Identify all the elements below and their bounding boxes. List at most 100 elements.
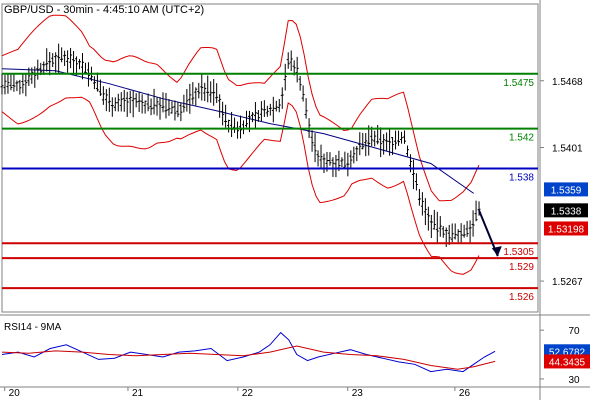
price-bar bbox=[125, 91, 129, 117]
rsi-badge-label: 44.3435 bbox=[549, 357, 586, 368]
price-bar bbox=[227, 119, 231, 133]
upper-band-line bbox=[1, 14, 480, 202]
price-bar bbox=[450, 223, 454, 243]
price-bar bbox=[477, 201, 481, 216]
price-bar bbox=[349, 150, 353, 168]
price-bar bbox=[30, 67, 34, 84]
level-label: 1.538 bbox=[509, 172, 534, 183]
price-bar bbox=[215, 83, 219, 104]
price-bar bbox=[352, 146, 356, 164]
price-bar bbox=[268, 103, 272, 116]
price-badge bbox=[544, 203, 588, 218]
price-bar bbox=[98, 79, 102, 96]
price-bar bbox=[113, 97, 117, 112]
price-bar bbox=[182, 94, 186, 113]
level-label: 1.5305 bbox=[503, 247, 534, 258]
price-bar bbox=[301, 85, 305, 102]
price-bar bbox=[429, 214, 433, 239]
price-bar bbox=[6, 73, 10, 94]
price-bar bbox=[456, 229, 460, 243]
price-bar bbox=[334, 154, 338, 178]
price-bar bbox=[212, 78, 216, 106]
price-badge-label: 1.53198 bbox=[548, 224, 585, 235]
price-bar bbox=[423, 198, 427, 226]
price-bar bbox=[27, 67, 31, 87]
price-badge-label: 1.5338 bbox=[551, 206, 582, 217]
rsi-panel-frame bbox=[2, 318, 538, 385]
level-label: 1.542 bbox=[509, 133, 534, 144]
price-bar bbox=[447, 224, 451, 245]
price-bar bbox=[107, 87, 111, 112]
price-bar bbox=[313, 133, 317, 163]
price-bar bbox=[218, 94, 222, 118]
price-bar bbox=[435, 211, 439, 244]
price-bar bbox=[194, 87, 198, 106]
price-bar bbox=[191, 82, 195, 105]
rsi-line bbox=[1, 331, 496, 373]
price-bar bbox=[328, 152, 332, 166]
price-bar bbox=[54, 52, 58, 73]
price-bar bbox=[158, 97, 162, 120]
price-bar bbox=[322, 153, 326, 174]
price-bar bbox=[95, 72, 99, 92]
price-bar bbox=[400, 131, 404, 144]
price-bar bbox=[116, 93, 120, 112]
price-bar bbox=[57, 43, 61, 74]
price-axis: 1.5468 1.5401 1.5267 1.5359 1.5338 1.53198 bbox=[540, 77, 588, 288]
price-bar bbox=[137, 91, 141, 112]
price-bar bbox=[69, 47, 73, 69]
price-bar bbox=[343, 151, 347, 168]
chart-title: GBP/USD - 30min - 4:45:10 AM (UTC+2) bbox=[4, 4, 204, 16]
price-bar bbox=[173, 100, 177, 121]
rsi-tick-label: 70 bbox=[568, 326, 580, 337]
price-bar bbox=[331, 157, 335, 177]
price-bar bbox=[361, 132, 365, 150]
forecast-arrow-head bbox=[491, 246, 502, 257]
price-bar bbox=[277, 99, 281, 113]
price-bar bbox=[256, 109, 260, 122]
price-bar bbox=[319, 144, 323, 168]
price-bar bbox=[262, 100, 266, 117]
rsi-badge-label: 52.6782 bbox=[549, 347, 586, 358]
price-bar bbox=[128, 90, 132, 114]
y-tick-label: 1.5468 bbox=[552, 77, 583, 88]
price-bar bbox=[60, 47, 64, 63]
price-bar bbox=[346, 152, 350, 177]
price-bar bbox=[45, 48, 49, 72]
price-bar bbox=[411, 159, 415, 190]
price-bar bbox=[92, 76, 96, 90]
price-bar bbox=[397, 130, 401, 146]
price-bar bbox=[379, 127, 383, 158]
price-bar bbox=[18, 79, 22, 95]
price-bar bbox=[432, 209, 436, 230]
price-badge bbox=[544, 221, 588, 236]
price-bar bbox=[83, 62, 87, 74]
rsi-badge bbox=[544, 354, 590, 369]
price-bar bbox=[459, 223, 463, 244]
price-bar bbox=[36, 59, 40, 80]
price-bar bbox=[209, 81, 213, 103]
price-bar bbox=[221, 101, 225, 126]
price-bar bbox=[316, 150, 320, 167]
price-badge bbox=[544, 182, 588, 197]
x-tick-label: 21 bbox=[132, 388, 144, 399]
price-bar bbox=[200, 74, 204, 101]
price-bar bbox=[140, 94, 144, 114]
price-bar bbox=[206, 75, 210, 103]
price-bar bbox=[119, 92, 123, 112]
price-bar bbox=[134, 93, 138, 108]
price-bar bbox=[167, 99, 171, 116]
price-bar bbox=[394, 130, 398, 150]
price-bar bbox=[104, 88, 108, 112]
price-bar bbox=[101, 86, 105, 105]
price-bar bbox=[370, 126, 374, 147]
price-bar bbox=[110, 97, 114, 117]
chart-titles: GBP/USD - 30min - 4:45:10 AM (UTC+2) RSI1… bbox=[4, 4, 204, 333]
x-tick-label: 23 bbox=[352, 388, 364, 399]
price-bar bbox=[441, 226, 445, 238]
price-bar bbox=[75, 56, 79, 76]
y-tick-label: 1.5267 bbox=[552, 277, 583, 288]
price-bar bbox=[24, 74, 28, 97]
